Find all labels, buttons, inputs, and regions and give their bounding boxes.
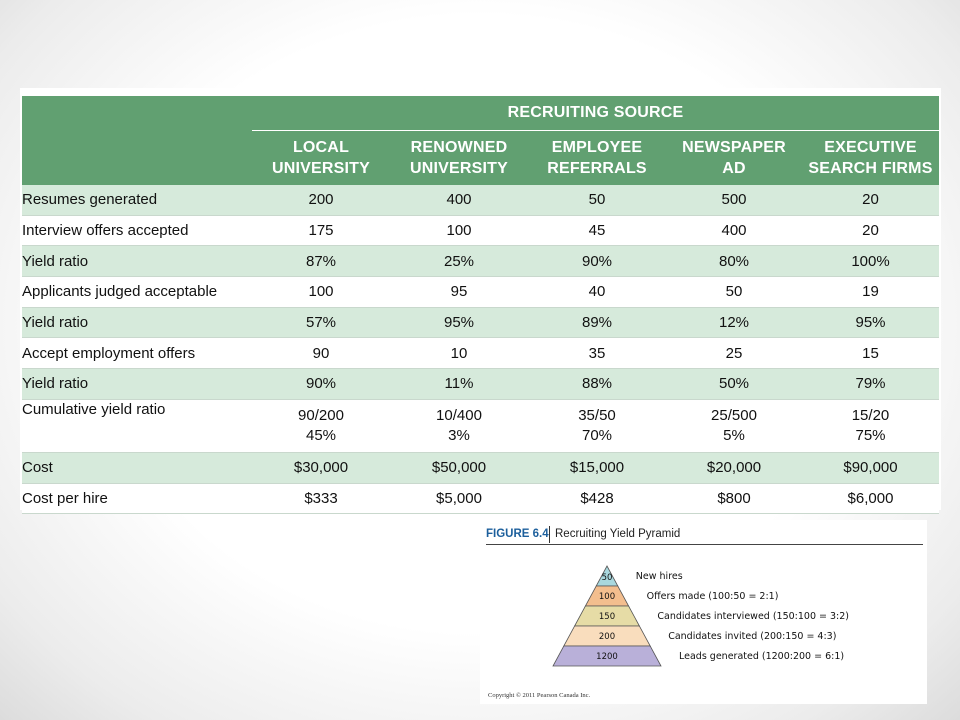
row-label: Yield ratio: [22, 368, 252, 400]
pyramid-tier-label: Offers made (100:50 = 2:1): [647, 591, 779, 602]
table-cell: 45: [528, 215, 666, 247]
table-cell: 88%: [528, 368, 666, 400]
figure-title: Recruiting Yield Pyramid: [555, 528, 681, 540]
table-cell: 15/20 75%: [802, 399, 939, 453]
table-cell: 80%: [666, 245, 802, 278]
pyramid-tier: [552, 645, 662, 667]
table-cell: 89%: [528, 307, 666, 339]
table-cell: 40: [528, 276, 666, 308]
table-cell: 79%: [802, 368, 939, 400]
table-cell: 10/400 3%: [390, 399, 528, 453]
pyramid-tier-value: 100: [599, 592, 615, 602]
table-cell: 95%: [802, 307, 939, 339]
table-cell: 57%: [252, 307, 390, 339]
table-cell: 19: [802, 276, 939, 308]
pyramid-tier-label: Leads generated (1200:200 = 6:1): [679, 651, 844, 662]
pyramid-tier-value: 1200: [596, 652, 618, 662]
row-label: Resumes generated: [22, 185, 252, 216]
pyramid-tier-label: Candidates invited (200:150 = 4:3): [668, 631, 836, 642]
table-cell: 50: [666, 276, 802, 308]
pyramid-tier-value: 50: [602, 573, 613, 583]
table-cell: 12%: [666, 307, 802, 339]
table-cell: 20: [802, 185, 939, 216]
table-row: Cost $30,000 $50,000 $15,000 $20,000 $90,000: [22, 452, 939, 484]
table-cell: $800: [666, 483, 802, 515]
table-cell: 175: [252, 215, 390, 247]
table-cell: 25: [666, 337, 802, 370]
group-header-row: RECRUITING SOURCE: [22, 96, 939, 131]
table-cell: 35/50 70%: [528, 399, 666, 453]
column-header: RENOWNED UNIVERSITY: [409, 139, 508, 177]
table-cell: 15: [802, 337, 939, 370]
figure-heading: FIGURE 6.4 Recruiting Yield Pyramid: [486, 526, 923, 545]
table-cell: 400: [666, 215, 802, 247]
table-cell: 90/200 45%: [252, 399, 390, 453]
recruiting-yield-table: RECRUITING SOURCE LOCAL UNIVERSITY RENOWN…: [22, 96, 939, 515]
table-cell: 200: [252, 185, 390, 216]
table-row: Applicants judged acceptable 100 95 40 50 19: [22, 276, 939, 308]
figure-number: FIGURE 6.4: [486, 528, 549, 540]
yield-pyramid: 50 New hires 100 Offers made (100:50 = 2:1)…: [552, 565, 849, 667]
table-row: Accept employment offers 90 10 35 25 15: [22, 337, 939, 370]
table-cell: 20: [802, 215, 939, 247]
row-label: Interview offers accepted: [22, 215, 252, 247]
table-cell: $15,000: [528, 452, 666, 484]
table-cell: 400: [390, 185, 528, 216]
pyramid-tier-label: Candidates interviewed (150:100 = 3:2): [657, 611, 849, 622]
table-cell: 100%: [802, 245, 939, 278]
table-cell: 95: [390, 276, 528, 308]
table-cell: 25%: [390, 245, 528, 278]
row-label: Yield ratio: [22, 307, 252, 339]
row-label: Accept employment offers: [22, 337, 252, 370]
copyright-notice: Copyright © 2011 Pearson Canada Inc.: [488, 692, 591, 699]
column-header: EXECUTIVE SEARCH FIRMS: [808, 139, 933, 177]
table-row: Yield ratio 57% 95% 89% 12% 95%: [22, 307, 939, 339]
table-cell: $333: [252, 483, 390, 515]
row-label: Yield ratio: [22, 245, 252, 278]
row-label: Cost per hire: [22, 483, 252, 515]
pyramid-tier-value: 200: [599, 632, 615, 642]
table-cell: 95%: [390, 307, 528, 339]
table-row: Resumes generated 200 400 50 500 20: [22, 185, 939, 216]
table-cell: $20,000: [666, 452, 802, 484]
table-cell: $30,000: [252, 452, 390, 484]
column-header: LOCAL UNIVERSITY: [271, 139, 370, 177]
table-row: Yield ratio 90% 11% 88% 50% 79%: [22, 368, 939, 400]
table-cell: 11%: [390, 368, 528, 400]
table-body: Resumes generated 200 400 50 500 20 Interview …: [22, 185, 939, 515]
pyramid-tier-label: New hires: [636, 571, 683, 582]
table-row: Cumulative yield ratio 90/200 45% 10/400 3…: [22, 399, 939, 453]
table-row: Cost per hire $333 $5,000 $428 $800 $6,000: [22, 483, 939, 515]
recruiting-table-panel: RECRUITING SOURCE LOCAL UNIVERSITY RENOWN…: [20, 88, 941, 515]
table-cell: 90%: [252, 368, 390, 400]
table-cell: 90: [252, 337, 390, 370]
figure-panel: FIGURE 6.4 Recruiting Yield Pyramid 50 Ne…: [480, 520, 927, 704]
row-label: Cumulative yield ratio: [22, 399, 252, 453]
recruiting-source-header: RECRUITING SOURCE: [252, 96, 939, 131]
table-row: Interview offers accepted 175 100 45 400 20: [22, 215, 939, 247]
table-cell: 100: [252, 276, 390, 308]
figure-heading-divider: [549, 526, 550, 543]
table-cell: $6,000: [802, 483, 939, 515]
table-cell: $5,000: [390, 483, 528, 515]
table-cell: 50%: [666, 368, 802, 400]
table-cell: 500: [666, 185, 802, 216]
row-label: Cost: [22, 452, 252, 484]
table-cell: 90%: [528, 245, 666, 278]
table-cell: $90,000: [802, 452, 939, 484]
table-cell: 25/500 5%: [666, 399, 802, 453]
pyramid-tier-value: 150: [599, 612, 615, 622]
table-cell: $50,000: [390, 452, 528, 484]
table-cell: 50: [528, 185, 666, 216]
table-cell: $428: [528, 483, 666, 515]
table-cell: 35: [528, 337, 666, 370]
table-row: Yield ratio 87% 25% 90% 80% 100%: [22, 245, 939, 278]
table-cell: 87%: [252, 245, 390, 278]
table-cell: 100: [390, 215, 528, 247]
table-cell: 10: [390, 337, 528, 370]
row-label: Applicants judged acceptable: [22, 276, 252, 308]
header-corner: [22, 96, 252, 185]
column-header: EMPLOYEE REFERRALS: [547, 139, 647, 177]
column-header: NEWSPAPER AD: [682, 139, 786, 177]
